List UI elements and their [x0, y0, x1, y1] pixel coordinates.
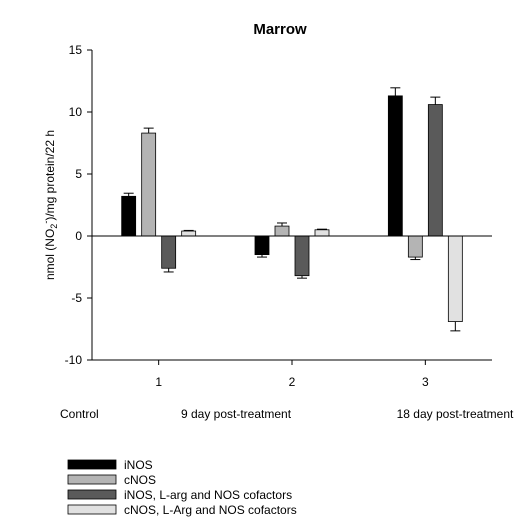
y-tick-label: 5	[75, 167, 82, 181]
bars	[121, 87, 463, 332]
legend-swatch	[67, 474, 117, 485]
group-label: 18 day post-treatment	[397, 407, 514, 421]
bar	[121, 195, 137, 237]
bar	[407, 235, 423, 258]
bar	[254, 235, 270, 256]
y-tick-label: -5	[71, 291, 82, 305]
legend-label: iNOS	[124, 458, 153, 472]
y-axis-label: nmol (NO2-)/mg protein/22 h	[41, 130, 59, 280]
bar	[387, 95, 403, 237]
bar	[274, 225, 290, 237]
chart-title: Marrow	[253, 21, 307, 38]
legend-label: iNOS, L-arg and NOS cofactors	[124, 488, 292, 502]
bar	[181, 230, 197, 237]
bar	[161, 235, 177, 269]
legend-label: cNOS, L-Arg and NOS cofactors	[124, 503, 297, 517]
legend-label: cNOS	[124, 473, 156, 487]
group-label: 9 day post-treatment	[181, 407, 292, 421]
bar	[141, 132, 157, 237]
x-axis-ticks: 1 2 3	[155, 360, 429, 389]
y-tick-label: 10	[69, 105, 83, 119]
y-tick-label: 15	[69, 43, 83, 57]
legend-swatch	[67, 489, 117, 500]
legend-swatch	[67, 459, 117, 470]
x-tick-label: 1	[155, 375, 162, 389]
x-tick-label: 2	[289, 375, 296, 389]
group-labels: Control 9 day post-treatment 18 day post-t…	[60, 407, 514, 421]
bar	[314, 229, 330, 237]
bar	[294, 235, 310, 277]
y-axis-label-superscript: -	[41, 221, 51, 224]
bar	[447, 235, 463, 322]
group-label: Control	[60, 407, 99, 421]
y-axis-label-prefix: nmol (NO	[43, 229, 57, 280]
y-axis-ticks: -10 -5 0 5 10 15	[65, 43, 92, 367]
bar	[427, 104, 443, 237]
y-axis-label-subscript: 2	[49, 224, 59, 229]
x-tick-label: 3	[422, 375, 429, 389]
legend-swatch	[67, 504, 117, 515]
y-tick-label: -10	[65, 353, 83, 367]
y-tick-label: 0	[75, 229, 82, 243]
y-axis-label-suffix: )/mg protein/22 h	[43, 130, 57, 221]
